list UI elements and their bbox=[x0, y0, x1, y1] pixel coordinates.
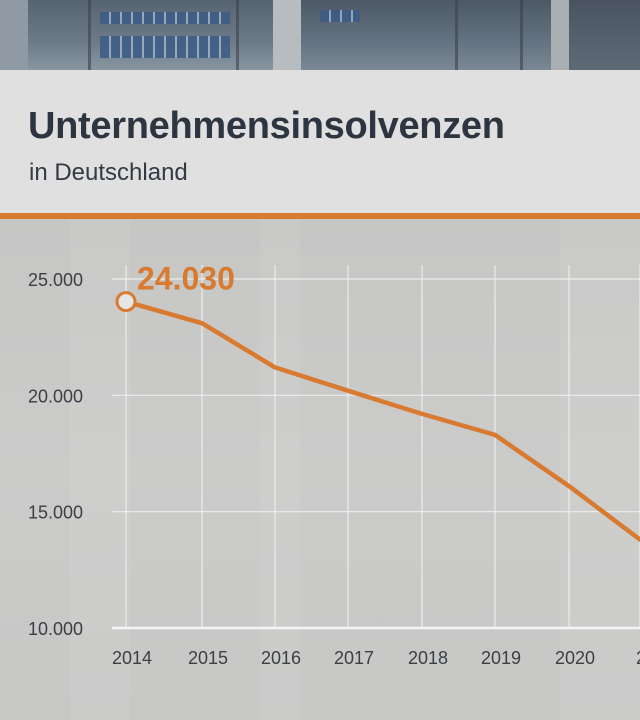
photo-window-row bbox=[100, 12, 230, 24]
y-tick-label: 20.000 bbox=[28, 386, 83, 406]
x-tick-label: 2014 bbox=[112, 648, 152, 668]
y-tick-label: 15.000 bbox=[28, 503, 83, 523]
series-line bbox=[123, 299, 640, 542]
photo-window-row bbox=[320, 10, 360, 22]
background-texture bbox=[560, 219, 640, 720]
y-tick-label: 10.000 bbox=[28, 619, 83, 639]
photo-mullion bbox=[520, 0, 523, 70]
header-photo bbox=[0, 0, 640, 70]
photo-panel bbox=[551, 0, 569, 70]
photo-panel bbox=[28, 0, 273, 70]
x-tick-label: 2016 bbox=[261, 648, 301, 668]
photo-mullion bbox=[455, 0, 458, 70]
photo-panel bbox=[273, 0, 301, 70]
photo-mullion bbox=[88, 0, 91, 70]
chart-header bbox=[0, 70, 640, 213]
x-tick-label: 2018 bbox=[408, 648, 448, 668]
photo-panel bbox=[0, 0, 28, 70]
photo-panel bbox=[569, 0, 640, 70]
chart-subtitle: in Deutschland bbox=[29, 159, 188, 186]
background-texture bbox=[260, 219, 300, 720]
x-tick-label: 20 bbox=[636, 648, 640, 668]
y-tick-label: 25.000 bbox=[28, 270, 83, 290]
accent-divider bbox=[0, 213, 640, 219]
x-tick-label: 2019 bbox=[481, 648, 521, 668]
x-tick-label: 2017 bbox=[334, 648, 374, 668]
photo-window-row bbox=[100, 36, 230, 58]
x-tick-label: 2015 bbox=[188, 648, 228, 668]
photo-mullion bbox=[236, 0, 239, 70]
data-label: 24.030 bbox=[137, 261, 235, 297]
chart-area bbox=[0, 219, 640, 720]
chart-title: Unternehmensinsolvenzen bbox=[28, 105, 505, 147]
annotation-marker bbox=[115, 291, 137, 313]
x-tick-label: 2020 bbox=[555, 648, 595, 668]
